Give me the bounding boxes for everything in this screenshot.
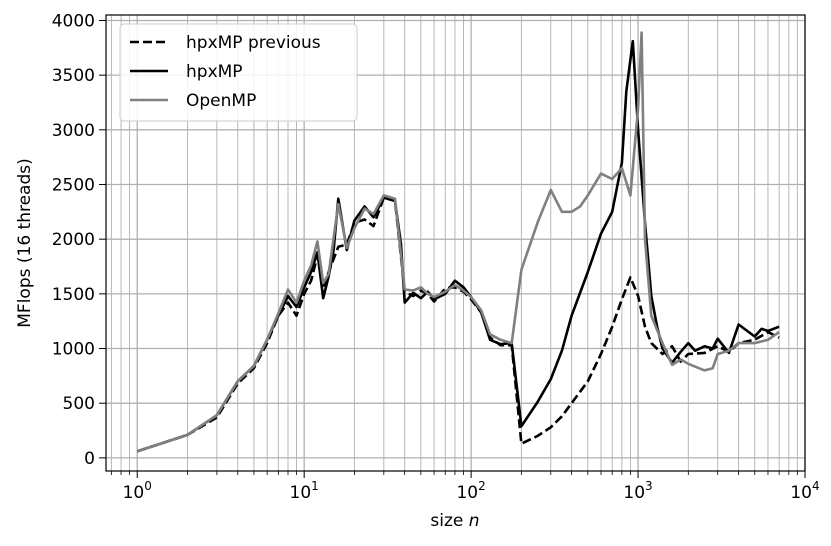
x-tick-exponent: 0 <box>144 479 152 493</box>
y-tick-label: 2500 <box>52 175 95 195</box>
plot-frame <box>105 14 806 472</box>
x-axis-label-text: size <box>430 511 463 531</box>
x-tick-base: 10 <box>790 483 812 503</box>
y-tick-label: 3000 <box>52 121 95 141</box>
series-layer <box>136 31 780 453</box>
ticks-layer: 100 101 102 103 1040500100015002000250030003… <box>52 11 820 503</box>
x-tick-base: 10 <box>290 483 312 503</box>
y-tick-label: 1000 <box>52 340 95 360</box>
x-tick-label: 100 <box>123 479 152 503</box>
y-tick-label: 0 <box>84 449 95 469</box>
x-tick-base: 10 <box>123 483 145 503</box>
x-axis-label-variable: n <box>469 511 480 531</box>
y-tick-label: 4000 <box>52 11 95 31</box>
x-tick-base: 10 <box>456 483 478 503</box>
x-tick-label: 103 <box>623 479 652 503</box>
y-tick-label: 3500 <box>52 66 95 86</box>
y-tick-label: 1500 <box>52 285 95 305</box>
x-tick-label: 101 <box>290 479 319 503</box>
x-tick-exponent: 4 <box>812 479 820 493</box>
x-tick-label: 104 <box>790 479 819 503</box>
y-axis-label: MFlops (16 threads) <box>15 158 35 328</box>
y-tick-label: 500 <box>63 394 95 414</box>
legend-box <box>119 23 358 122</box>
x-tick-base: 10 <box>623 483 645 503</box>
x-tick-exponent: 1 <box>311 479 319 493</box>
legend: hpxMP previous hpxMP OpenMP <box>119 23 358 122</box>
legend-label: OpenMP <box>186 91 256 111</box>
x-tick-label: 102 <box>456 479 485 503</box>
legend-label: hpxMP previous <box>186 33 321 53</box>
x-axis-label: size n <box>430 511 479 531</box>
legend-label: hpxMP <box>186 62 243 82</box>
y-tick-label: 2000 <box>52 230 95 250</box>
x-tick-exponent: 2 <box>478 479 486 493</box>
x-tick-exponent: 3 <box>645 479 653 493</box>
series-line-openmp <box>136 31 780 453</box>
